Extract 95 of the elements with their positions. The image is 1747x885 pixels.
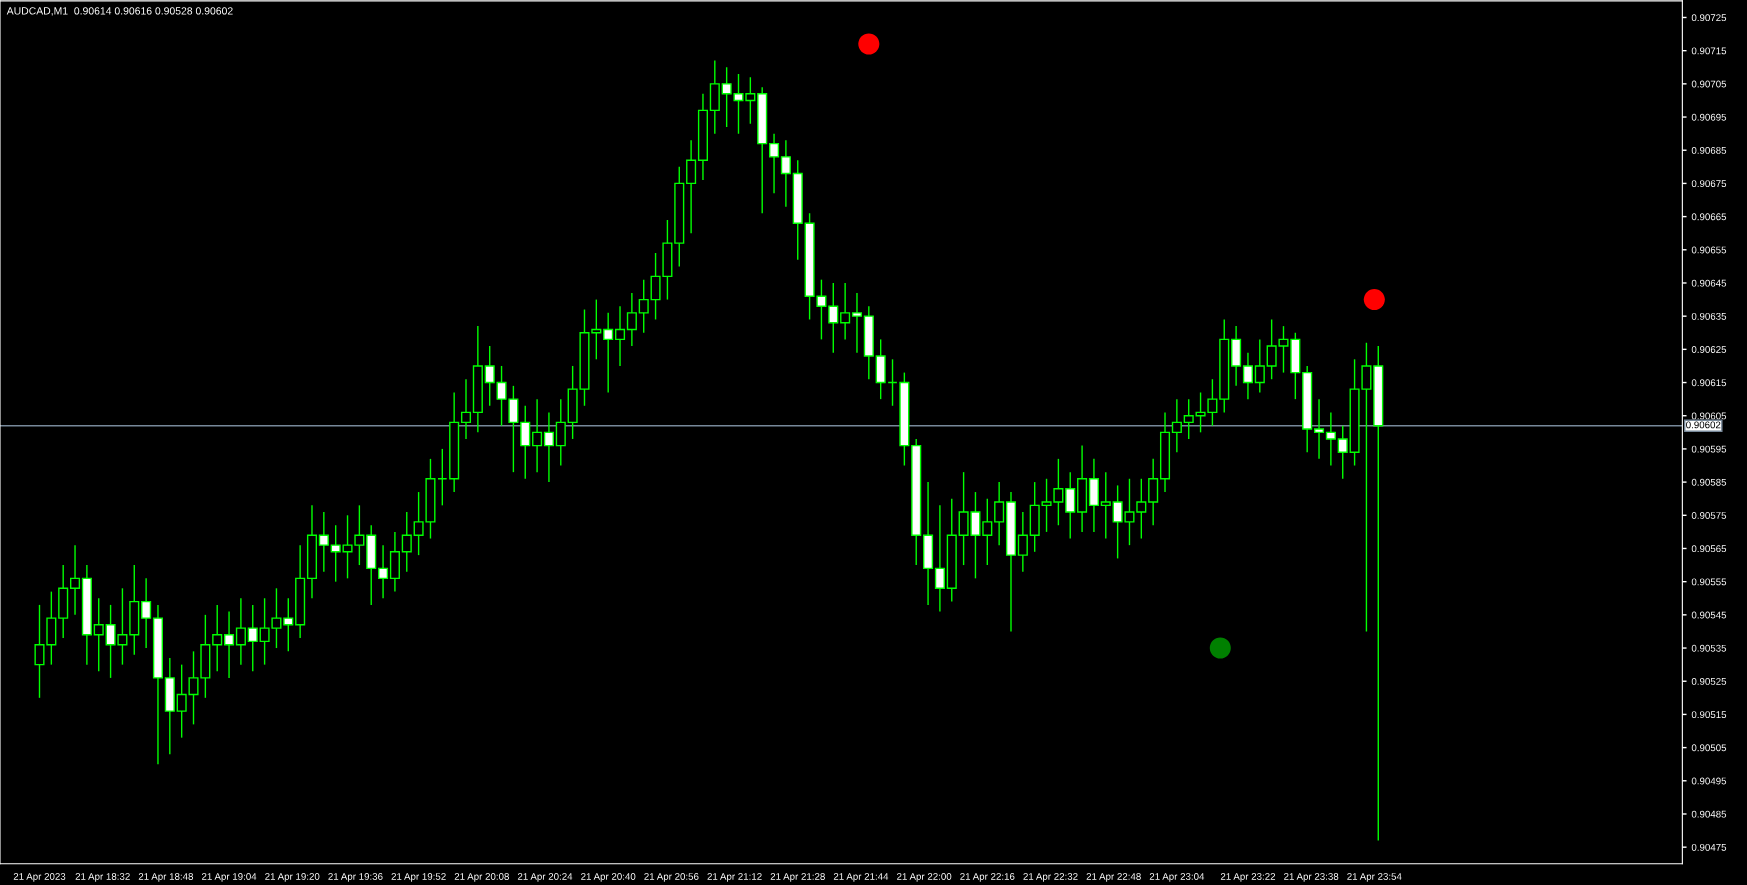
candlestick (1100, 471, 1111, 540)
candlestick (93, 597, 104, 672)
candlestick (1242, 351, 1253, 400)
candlestick (1065, 471, 1076, 540)
x-tick-label: 21 Apr 2023 (13, 873, 66, 882)
candlestick (484, 345, 495, 407)
candlestick (1171, 398, 1182, 453)
y-tick-label: 0.90495 (1691, 777, 1727, 785)
y-tick-label: 0.90655 (1691, 246, 1727, 254)
candlestick (69, 544, 81, 616)
y-tick-label: 0.90635 (1691, 312, 1727, 320)
y-tick-label: 0.90485 (1691, 810, 1727, 818)
candlestick (1148, 458, 1159, 526)
candlestick (401, 511, 412, 573)
x-tick-label: 21 Apr 19:36 (328, 873, 383, 882)
candlestick (828, 282, 839, 354)
x-tick-label: 21 Apr 20:40 (581, 873, 636, 882)
x-tick-label: 21 Apr 20:08 (454, 873, 509, 882)
y-tick-label: 0.90615 (1691, 379, 1727, 387)
x-tick-label: 21 Apr 23:38 (1284, 873, 1339, 882)
candlestick (851, 292, 863, 354)
y-tick-label: 0.90705 (1691, 80, 1727, 88)
y-tick-label: 0.90585 (1691, 478, 1727, 486)
x-tick-label: 21 Apr 21:44 (833, 873, 889, 882)
x-tick-label: 21 Apr 22:32 (1023, 873, 1078, 882)
candlestick (686, 139, 697, 234)
candlestick (614, 305, 626, 367)
candlestick (460, 378, 472, 440)
x-tick-label: 21 Apr 22:16 (960, 873, 1015, 882)
candlestick (626, 292, 637, 347)
y-tick-label: 0.90515 (1691, 711, 1727, 719)
candlestick (1325, 411, 1336, 467)
x-tick-label: 21 Apr 19:52 (391, 873, 446, 882)
x-tick-label: 21 Apr 20:24 (517, 873, 573, 882)
y-tick-label: 0.90505 (1691, 744, 1727, 752)
candlestick (520, 405, 531, 480)
y-tick-label: 0.90475 (1691, 843, 1727, 851)
candlestick (982, 498, 993, 566)
y-tick-label: 0.90565 (1691, 545, 1727, 553)
y-tick-label: 0.90525 (1691, 677, 1727, 685)
candlestick (840, 282, 851, 341)
y-tick-label: 0.90725 (1691, 14, 1727, 22)
candlestick (141, 577, 152, 649)
candlestick (1254, 338, 1265, 394)
y-tick-label: 0.90595 (1691, 445, 1727, 453)
candlestick (994, 481, 1005, 546)
x-tick-label: 21 Apr 23:22 (1220, 873, 1276, 882)
point (858, 33, 880, 55)
x-tick-label: 21 Apr 22:00 (897, 873, 952, 882)
x-tick-label: 21 Apr 18:32 (75, 873, 130, 882)
x-tick-label: 21 Apr 21:12 (707, 873, 762, 882)
ref-line-label: 0.90602 (1686, 421, 1721, 429)
candlestick (603, 312, 614, 394)
y-tick-label: 0.90535 (1691, 644, 1727, 652)
candlestick (247, 604, 258, 672)
candlestick (532, 398, 543, 473)
candlestick (378, 544, 389, 599)
y-tick-label: 0.90645 (1691, 279, 1727, 287)
candlestick (1373, 345, 1384, 842)
y-tick-label: 0.90575 (1691, 512, 1727, 519)
candlestick (224, 610, 235, 679)
x-tick-label: 21 Apr 22:48 (1086, 873, 1141, 882)
y-tick-label: 0.90665 (1691, 213, 1727, 221)
x-tick-label: 21 Apr 19:20 (265, 873, 320, 882)
candlestick (1017, 511, 1028, 573)
y-tick-label: 0.90685 (1691, 146, 1727, 154)
y-tick-label: 0.90715 (1691, 47, 1727, 55)
candlestick (555, 398, 566, 467)
y-tick-label: 0.90695 (1691, 113, 1727, 121)
candlestick (638, 278, 649, 334)
y-tick-label: 0.90675 (1691, 180, 1727, 188)
y-tick-label: 0.90545 (1691, 611, 1727, 619)
point (1363, 289, 1385, 311)
candlestick (1313, 398, 1325, 460)
candlestick (543, 411, 554, 483)
candlestick (1337, 424, 1348, 480)
x-tick-label: 21 Apr 21:28 (770, 873, 825, 882)
point (1209, 637, 1231, 659)
y-tick-label: 0.90605 (1691, 412, 1727, 420)
y-tick-label: 0.90555 (1691, 578, 1727, 586)
candlestick (769, 132, 780, 195)
candlestick (235, 597, 246, 666)
x-tick-label: 21 Apr 23:54 (1347, 873, 1402, 882)
x-tick-label: 21 Apr 20:56 (644, 873, 699, 882)
x-tick-label: 21 Apr 23:04 (1149, 873, 1205, 882)
text: AUDCAD,M1 0.90614 0.90616 0.90528 0.90602 (6, 7, 233, 16)
candlestick (318, 511, 329, 573)
candlestick (212, 604, 223, 672)
y-tick-label: 0.90625 (1691, 346, 1727, 353)
candlestick (283, 597, 294, 653)
x-tick-label: 21 Apr 18:48 (138, 873, 194, 882)
candlestick (934, 504, 945, 613)
candlestick (780, 139, 791, 208)
x-tick-label: 21 Apr 19:04 (201, 873, 257, 882)
candlestick (1183, 398, 1194, 440)
